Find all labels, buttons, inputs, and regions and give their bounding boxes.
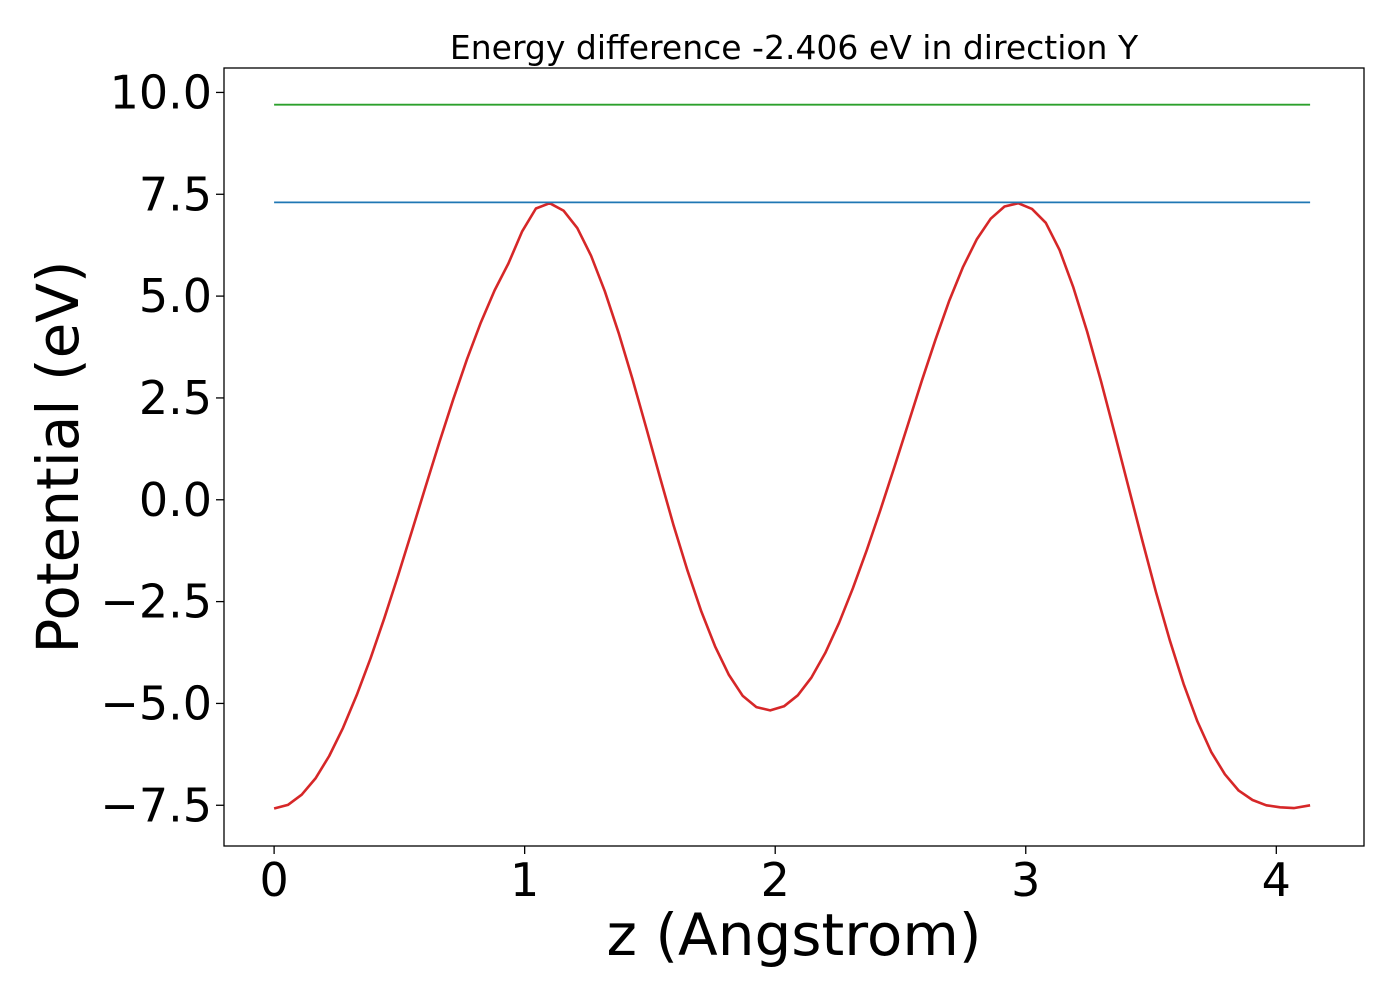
x-tick-label-0: 0 bbox=[259, 853, 288, 907]
y-axis-label: Potential (eV) bbox=[24, 260, 92, 653]
x-tick-label-4: 4 bbox=[1262, 853, 1291, 907]
y-tick-label-5: 5.0 bbox=[139, 269, 212, 323]
x-axis-label: z (Angstrom) bbox=[607, 901, 982, 969]
y-tick-label-1: −5.0 bbox=[100, 676, 212, 730]
y-axis-ticks: −7.5 −5.0 −2.5 0.0 2.5 5.0 7.5 10.0 bbox=[100, 65, 224, 832]
y-tick-label-6: 7.5 bbox=[139, 167, 212, 221]
series-layer bbox=[273, 103, 1311, 810]
x-tick-label-1: 1 bbox=[510, 853, 539, 907]
plot-frame bbox=[223, 67, 1365, 847]
y-tick-label-2: −2.5 bbox=[100, 575, 212, 629]
y-tick-label-3: 0.0 bbox=[139, 473, 212, 527]
chart-title: Energy difference -2.406 eV in direction… bbox=[450, 28, 1139, 67]
x-tick-label-3: 3 bbox=[1011, 853, 1040, 907]
series-line-0 bbox=[273, 201, 1311, 810]
x-tick-label-2: 2 bbox=[761, 853, 790, 907]
y-tick-label-0: −7.5 bbox=[100, 778, 212, 832]
y-tick-label-7: 10.0 bbox=[110, 65, 212, 119]
y-tick-label-4: 2.5 bbox=[139, 371, 212, 425]
x-axis-ticks: 0 1 2 3 4 bbox=[259, 846, 1291, 907]
